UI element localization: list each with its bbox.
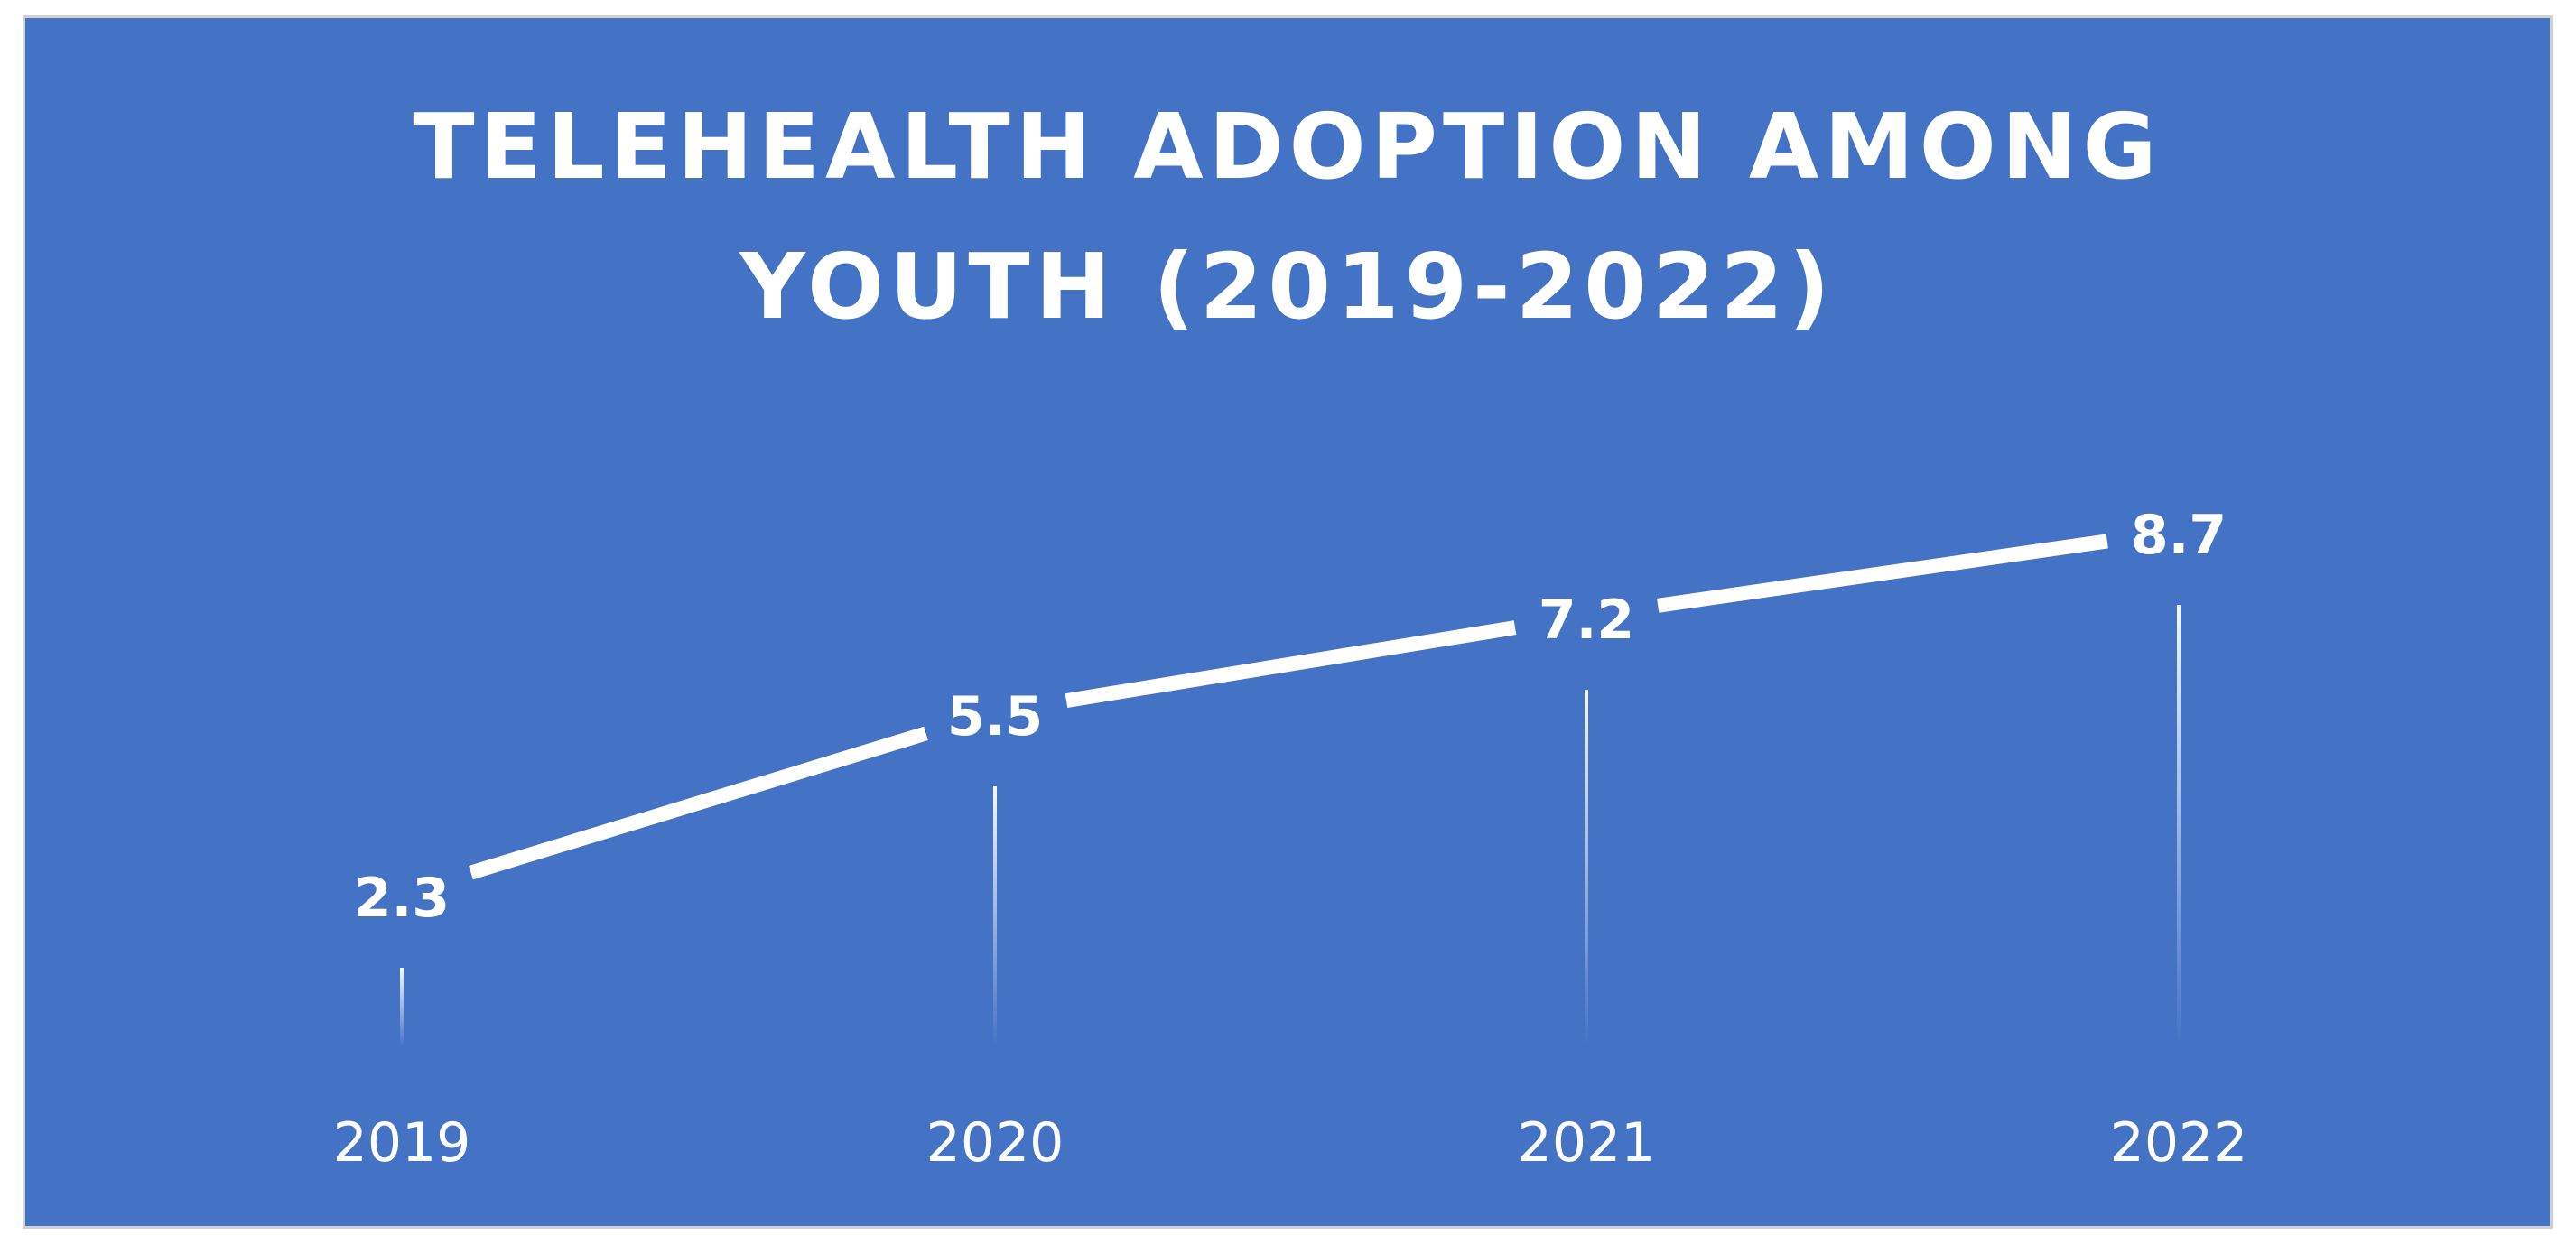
line-segment-2020-2021 <box>1065 620 1517 708</box>
x-axis-tick-labels: 2019 2020 2021 2022 <box>333 1111 2248 1175</box>
drop-line-2022 <box>2177 605 2181 1047</box>
x-tick-label-2020: 2020 <box>926 1111 1065 1175</box>
chart-area <box>23 15 2553 1229</box>
line-segment-2021-2022 <box>1657 534 2108 613</box>
x-tick-label-2021: 2021 <box>1518 1111 1656 1175</box>
drop-line-2019 <box>400 968 404 1047</box>
series-line-group <box>469 534 2108 880</box>
drop-line-2021 <box>1585 690 1588 1047</box>
x-tick-label-2019: 2019 <box>333 1111 471 1175</box>
line-segment-2019-2020 <box>469 726 928 880</box>
data-label-2020: 5.5 <box>947 685 1043 748</box>
data-label-2022: 8.7 <box>2131 504 2227 567</box>
x-tick-label-2022: 2022 <box>2110 1111 2248 1175</box>
chart-title-line-1: TELEHEALTH ADOPTION AMONG <box>413 94 2162 200</box>
data-label-2019: 2.3 <box>354 867 450 930</box>
drop-line-2020 <box>993 786 997 1047</box>
data-label-2021: 7.2 <box>1539 589 1634 652</box>
chart-title-line-2: YOUTH (2019-2022) <box>739 234 1835 339</box>
drop-lines <box>400 605 2181 1047</box>
data-labels: 2.3 5.5 7.2 8.7 <box>354 504 2227 930</box>
